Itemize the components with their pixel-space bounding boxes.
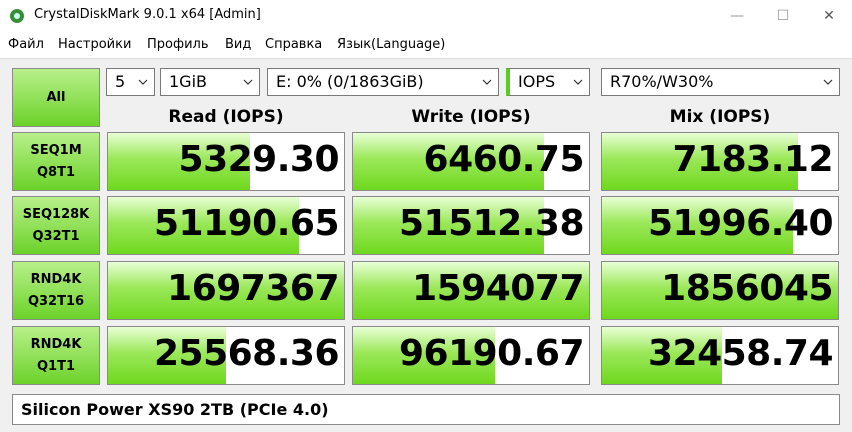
- test-label: Q1T1: [36, 358, 75, 374]
- test-label: Q32T16: [27, 293, 85, 309]
- result-cell: 51512.38: [352, 196, 590, 255]
- dropdown-arrow: [138, 79, 148, 85]
- result-meter: [353, 327, 495, 384]
- menu-bar: [0, 32, 852, 58]
- select-value: R70%/W30%: [610, 72, 714, 91]
- select-value: 1GiB: [169, 72, 207, 91]
- result-meter: [353, 133, 545, 190]
- test-label: RND4K: [30, 336, 82, 352]
- window-title: CrystalDiskMark 9.0.1 x64 [Admin]: [34, 7, 261, 22]
- column-header: Read (IOPS): [168, 107, 284, 127]
- column-header: Write (IOPS): [411, 107, 531, 127]
- test-button[interactable]: SEQ1M Q8T1: [12, 132, 100, 191]
- select-value: 5: [115, 72, 126, 91]
- result-cell: 5329.30: [107, 132, 345, 191]
- result-value: 7183.12: [672, 139, 834, 180]
- result-meter: [353, 262, 589, 319]
- result-cell: 51190.65: [107, 196, 345, 255]
- menu-item[interactable]: Настройки: [58, 37, 132, 52]
- size-select[interactable]: 1GiB: [160, 68, 260, 96]
- result-cell: 1856045: [601, 261, 839, 320]
- test-label: Q8T1: [36, 164, 75, 180]
- result-value: 5329.30: [178, 139, 340, 180]
- test-button[interactable]: RND4K Q32T16: [12, 261, 100, 320]
- title-bar: CrystalDiskMark 9.0.1 x64 [Admin] — ☐ ✕: [0, 0, 852, 32]
- dropdown-arrow: [823, 79, 833, 85]
- result-value: 6460.75: [423, 139, 585, 180]
- menu-item[interactable]: Справка: [265, 37, 323, 52]
- maximize-button[interactable]: ☐: [776, 8, 790, 24]
- minimize-button[interactable]: —: [730, 8, 744, 24]
- result-meter: [108, 262, 344, 319]
- result-meter: [602, 133, 798, 190]
- result-meter: [108, 197, 300, 254]
- close-button[interactable]: ✕: [823, 8, 835, 24]
- drive-select[interactable]: E: 0% (0/1863GiB): [267, 68, 499, 96]
- all-button[interactable]: All: [12, 68, 100, 127]
- result-meter: [353, 197, 545, 254]
- menu-item[interactable]: Профиль: [147, 37, 209, 52]
- result-value: 51512.38: [398, 203, 585, 244]
- test-label: SEQ1M: [30, 142, 82, 158]
- test-button[interactable]: RND4K Q1T1: [12, 326, 100, 385]
- test-label: RND4K: [30, 271, 82, 287]
- result-meter: [602, 262, 838, 319]
- result-meter: [108, 133, 250, 190]
- mix-select[interactable]: R70%/W30%: [601, 68, 840, 96]
- menu-item[interactable]: Вид: [225, 37, 252, 52]
- test-label: SEQ128K: [22, 206, 90, 222]
- result-cell: 1594077: [352, 261, 590, 320]
- result-value: 1856045: [661, 268, 833, 309]
- select-value: IOPS: [518, 72, 556, 91]
- result-meter: [108, 327, 226, 384]
- result-cell: 96190.67: [352, 326, 590, 385]
- column-header: Mix (IOPS): [669, 107, 771, 127]
- result-value: 1594077: [412, 268, 584, 309]
- result-meter: [602, 327, 723, 384]
- result-cell: 32458.74: [601, 326, 839, 385]
- result-cell: 25568.36: [107, 326, 345, 385]
- dropdown-arrow: [243, 79, 253, 85]
- dropdown-arrow: [573, 79, 583, 85]
- menu-item[interactable]: Язык(Language): [337, 37, 446, 52]
- test-label: Q32T1: [32, 228, 80, 244]
- test-button[interactable]: SEQ128K Q32T1: [12, 196, 100, 255]
- app-icon: [10, 9, 24, 23]
- unit-select[interactable]: IOPS: [506, 68, 590, 96]
- count-select[interactable]: 5: [106, 68, 155, 96]
- result-cell: 51996.40: [601, 196, 839, 255]
- result-cell: 7183.12: [601, 132, 839, 191]
- result-cell: 6460.75: [352, 132, 590, 191]
- result-value: 25568.36: [153, 333, 340, 374]
- result-value: 32458.74: [647, 333, 834, 374]
- drive-comment[interactable]: Silicon Power XS90 2TB (PCIe 4.0): [12, 394, 840, 425]
- result-value: 51996.40: [647, 203, 834, 244]
- dropdown-arrow: [482, 79, 492, 85]
- result-meter: [602, 197, 794, 254]
- select-value: E: 0% (0/1863GiB): [276, 72, 424, 91]
- result-value: 96190.67: [398, 333, 585, 374]
- result-value: 1697367: [167, 268, 339, 309]
- result-cell: 1697367: [107, 261, 345, 320]
- menu-item[interactable]: Файл: [8, 37, 44, 52]
- result-value: 51190.65: [153, 203, 340, 244]
- button-label: All: [46, 89, 66, 105]
